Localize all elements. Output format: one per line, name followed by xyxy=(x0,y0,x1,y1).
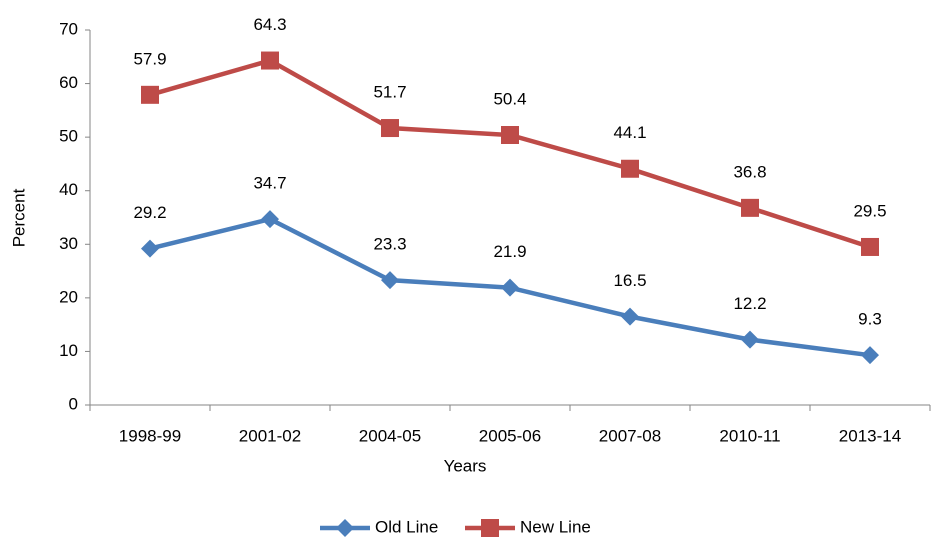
data-label: 50.4 xyxy=(493,89,526,108)
data-label: 51.7 xyxy=(373,83,406,102)
data-label: 64.3 xyxy=(253,15,286,34)
data-label: 9.3 xyxy=(858,310,882,329)
marker xyxy=(621,307,639,326)
data-label: 16.5 xyxy=(613,271,646,290)
marker xyxy=(336,519,354,537)
x-tick-label: 2004-05 xyxy=(359,426,421,445)
marker xyxy=(141,239,159,258)
data-label: 29.5 xyxy=(853,201,886,220)
data-label: 21.9 xyxy=(493,242,526,261)
data-label: 12.2 xyxy=(733,294,766,313)
y-tick-label: 60 xyxy=(59,73,78,92)
legend-label: New Line xyxy=(520,517,591,536)
marker xyxy=(261,51,279,70)
y-tick-label: 70 xyxy=(59,19,78,38)
marker xyxy=(741,330,759,349)
x-tick-label: 2007-08 xyxy=(599,426,661,445)
x-tick-label: 1998-99 xyxy=(119,426,181,445)
y-tick-label: 50 xyxy=(59,127,78,146)
y-tick-label: 20 xyxy=(59,287,78,306)
y-tick-label: 40 xyxy=(59,180,78,199)
marker xyxy=(381,119,399,138)
y-tick-label: 0 xyxy=(69,394,78,413)
x-axis-title: Years xyxy=(444,456,487,475)
data-label: 44.1 xyxy=(613,123,646,142)
y-axis-title: Percent xyxy=(9,188,28,247)
x-tick-label: 2013-14 xyxy=(839,426,901,445)
marker xyxy=(261,210,279,229)
marker xyxy=(621,159,639,178)
data-label: 23.3 xyxy=(373,235,406,254)
y-tick-label: 10 xyxy=(59,341,78,360)
marker xyxy=(741,198,759,217)
marker xyxy=(141,85,159,104)
marker xyxy=(381,271,399,290)
legend-label: Old Line xyxy=(375,517,438,536)
marker xyxy=(501,126,519,144)
data-label: 29.2 xyxy=(133,203,166,222)
marker xyxy=(861,346,879,365)
marker xyxy=(501,278,519,297)
y-tick-label: 30 xyxy=(59,234,78,253)
x-tick-label: 2005-06 xyxy=(479,426,541,445)
data-label: 36.8 xyxy=(733,162,766,181)
x-tick-label: 2001-02 xyxy=(239,426,301,445)
data-label: 34.7 xyxy=(253,174,286,193)
data-label: 57.9 xyxy=(133,49,166,68)
x-tick-label: 2010-11 xyxy=(719,426,780,445)
marker xyxy=(481,519,499,537)
marker xyxy=(861,237,879,256)
